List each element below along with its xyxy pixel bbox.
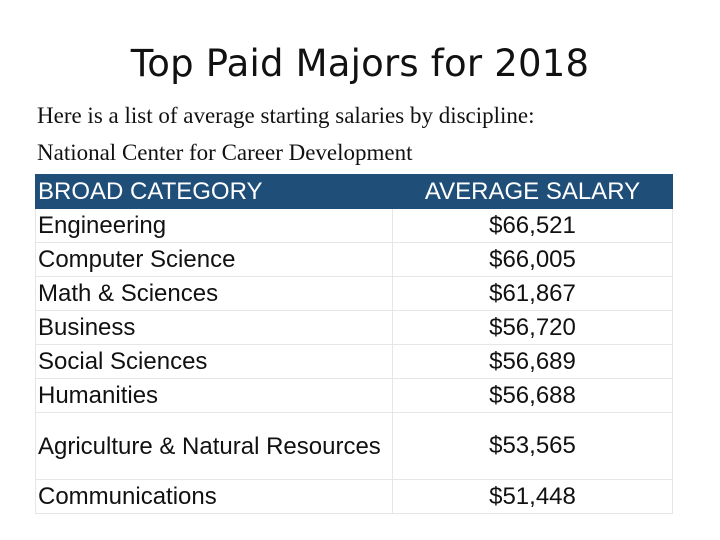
header-broad-category: BROAD CATEGORY xyxy=(35,174,393,209)
salary-cell: $56,720 xyxy=(392,310,673,345)
table-header-row: BROAD CATEGORY AVERAGE SALARY xyxy=(35,174,673,209)
category-cell: Agriculture & Natural Resources xyxy=(35,412,393,480)
salary-cell: $56,689 xyxy=(392,344,673,379)
table-row: Computer Science $66,005 xyxy=(35,242,673,277)
salary-cell: $51,448 xyxy=(392,479,673,514)
intro-text: Here is a list of average starting salar… xyxy=(37,97,687,171)
intro-line-1: Here is a list of average starting salar… xyxy=(37,103,535,128)
intro-line-2: National Center for Career Development xyxy=(37,140,413,165)
table-row: Engineering $66,521 xyxy=(35,208,673,243)
table-row: Business $56,720 xyxy=(35,310,673,345)
table-row: Humanities $56,688 xyxy=(35,378,673,413)
category-cell: Math & Sciences xyxy=(35,276,393,311)
salary-cell: $66,521 xyxy=(392,208,673,243)
slide-title: Top Paid Majors for 2018 xyxy=(130,42,590,85)
category-cell: Engineering xyxy=(35,208,393,243)
category-cell: Computer Science xyxy=(35,242,393,277)
salary-cell: $53,565 xyxy=(392,412,673,480)
salary-cell: $66,005 xyxy=(392,242,673,277)
category-cell: Social Sciences xyxy=(35,344,393,379)
salary-cell: $61,867 xyxy=(392,276,673,311)
salary-table: BROAD CATEGORY AVERAGE SALARY Engineerin… xyxy=(35,174,673,514)
category-cell: Humanities xyxy=(35,378,393,413)
table-row: Agriculture & Natural Resources $53,565 xyxy=(35,412,673,480)
table-row: Math & Sciences $61,867 xyxy=(35,276,673,311)
table-row: Social Sciences $56,689 xyxy=(35,344,673,379)
category-cell: Communications xyxy=(35,479,393,514)
salary-cell: $56,688 xyxy=(392,378,673,413)
category-cell: Business xyxy=(35,310,393,345)
table-row: Communications $51,448 xyxy=(35,479,673,514)
header-average-salary: AVERAGE SALARY xyxy=(392,174,673,209)
